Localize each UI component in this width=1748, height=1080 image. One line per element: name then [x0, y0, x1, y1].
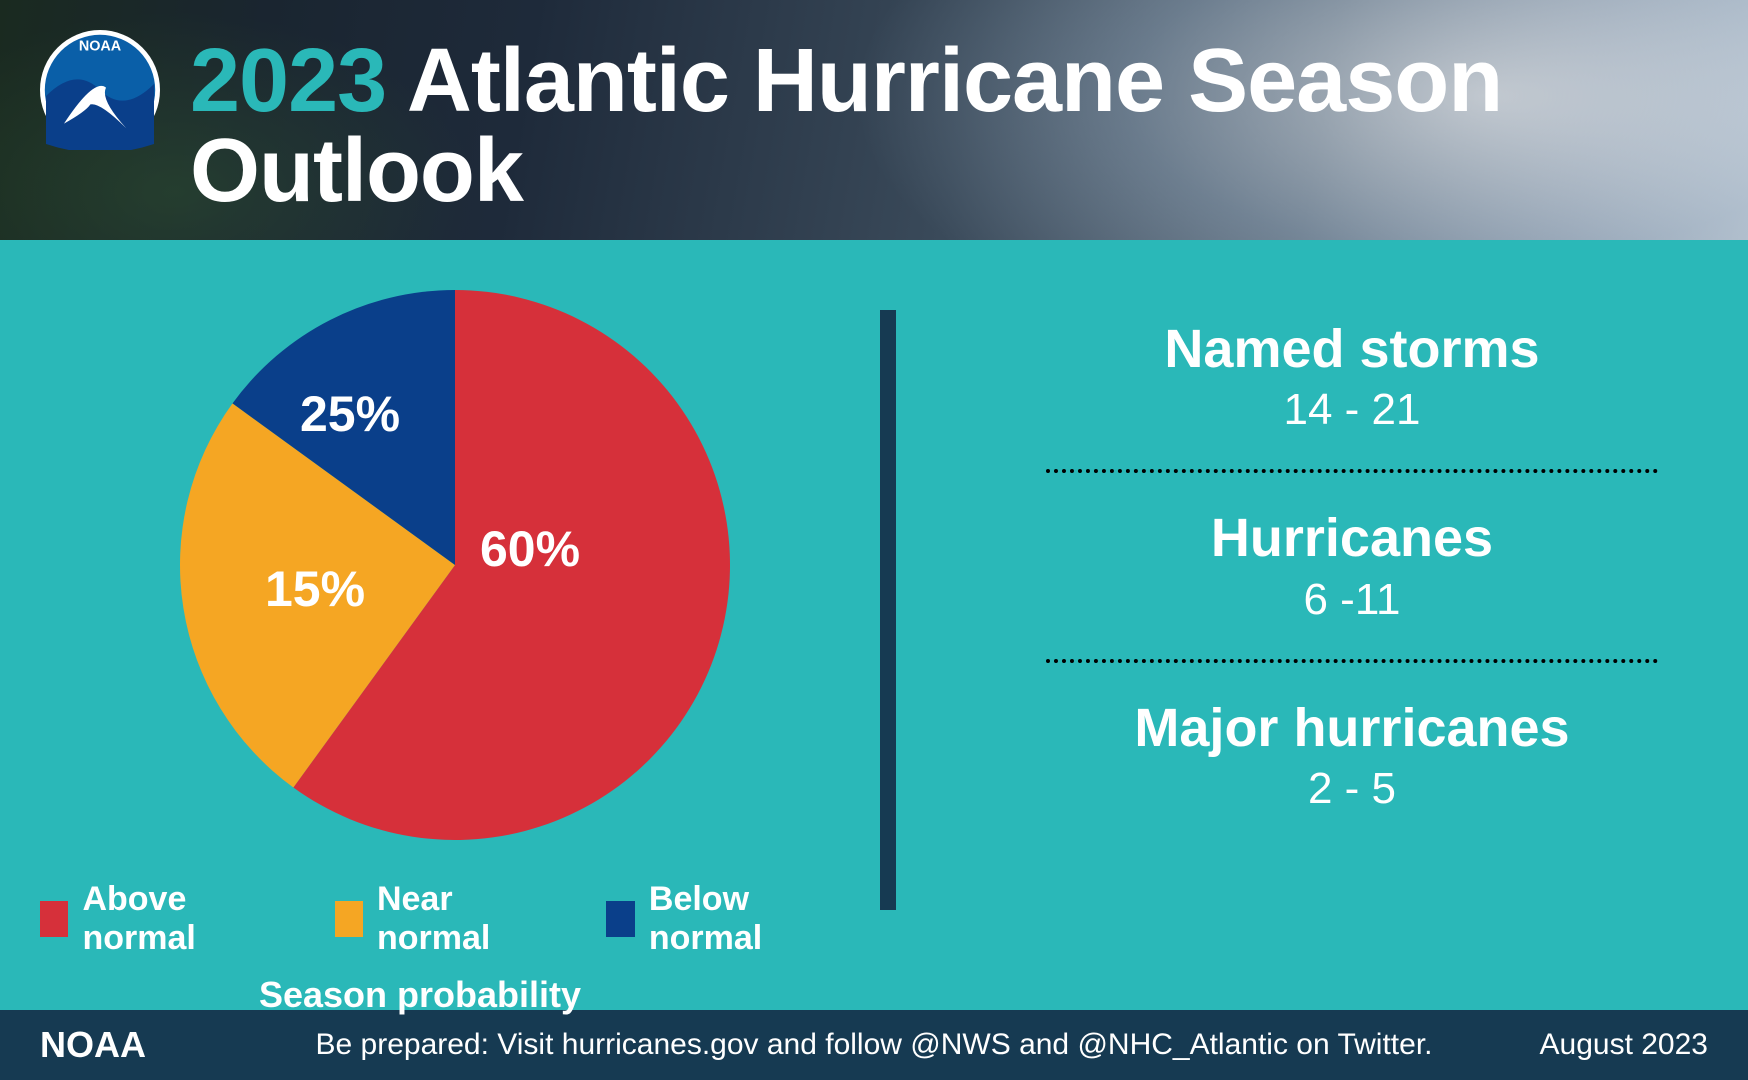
vertical-divider: [880, 310, 896, 910]
chart-panel: 60% 25% 15% Above normal Near normal Below…: [0, 240, 880, 1010]
stat-major-hurricanes: Major hurricanes 2 - 5: [1046, 699, 1658, 814]
legend-item: Near normal: [335, 880, 534, 958]
title-block: 2023 Atlantic Hurricane Season Outlook A…: [190, 36, 1708, 240]
pie-chart: 60% 25% 15%: [180, 290, 730, 840]
footer-date: August 2023: [1448, 1028, 1708, 1062]
stats-panel: Named storms 14 - 21 Hurricanes 6 -11 Ma…: [896, 240, 1748, 1010]
stat-hurricanes: Hurricanes 6 -11: [1046, 509, 1658, 624]
main-panel: 60% 25% 15% Above normal Near normal Below…: [0, 240, 1748, 1010]
stat-value: 6 -11: [1046, 575, 1658, 625]
pie-label-above: 60%: [480, 520, 580, 578]
legend-item: Above normal: [40, 880, 262, 958]
title-rest: Atlantic Hurricane Season Outlook: [190, 31, 1502, 221]
logo-text: NOAA: [79, 38, 122, 54]
stat-title: Hurricanes: [1046, 509, 1658, 568]
stat-separator: [1046, 469, 1658, 473]
legend-label: Below normal: [649, 880, 825, 958]
legend-swatch: [606, 901, 634, 937]
legend-label: Above normal: [82, 880, 261, 958]
stat-title: Named storms: [1046, 320, 1658, 379]
legend-item: Below normal: [606, 880, 825, 958]
legend-caption: Season probability: [40, 974, 880, 1016]
legend-swatch: [40, 901, 68, 937]
noaa-logo-icon: NOAA: [40, 30, 160, 150]
legend: Above normal Near normal Below normal Seas…: [40, 880, 880, 1016]
page-title: 2023 Atlantic Hurricane Season Outlook: [190, 36, 1708, 216]
legend-label: Near normal: [377, 880, 534, 958]
pie-svg: [180, 290, 730, 840]
stat-title: Major hurricanes: [1046, 699, 1658, 758]
footer-message: Be prepared: Visit hurricanes.gov and fo…: [300, 1028, 1448, 1062]
legend-row: Above normal Near normal Below normal: [40, 880, 880, 958]
stat-named-storms: Named storms 14 - 21: [1046, 320, 1658, 435]
legend-swatch: [335, 901, 363, 937]
stat-value: 14 - 21: [1046, 385, 1658, 435]
footer-brand: NOAA: [40, 1024, 300, 1066]
pie-label-below: 15%: [265, 560, 365, 618]
pie-label-near: 25%: [300, 385, 400, 443]
stat-separator: [1046, 659, 1658, 663]
title-year: 2023: [190, 31, 386, 131]
footer: NOAA Be prepared: Visit hurricanes.gov a…: [0, 1010, 1748, 1080]
stat-value: 2 - 5: [1046, 764, 1658, 814]
header-banner: NOAA 2023 Atlantic Hurricane Season Outl…: [0, 0, 1748, 240]
